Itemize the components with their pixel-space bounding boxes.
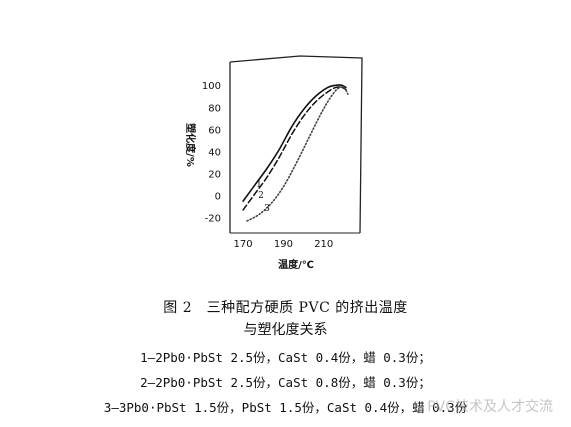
series-2-line [242, 86, 347, 211]
series-1-label: 1 [256, 180, 262, 190]
y-tick-label: 20 [208, 170, 221, 181]
data-series: 123 [242, 84, 349, 222]
figure-caption-title: 图 2 三种配方硬质 PVC 的挤出温度 [163, 300, 408, 316]
series-2-label: 2 [258, 191, 264, 201]
y-axis-label: 塑化度/% [184, 123, 197, 167]
y-tick-label: 80 [208, 103, 221, 114]
y-tick-label: 40 [208, 147, 221, 158]
y-tick-labels: 100 80 60 40 20 0 -20 [202, 81, 221, 224]
watermark-text: PVC技术及人才交流 [427, 399, 553, 415]
y-tick-label: 0 [215, 192, 221, 203]
y-tick-label: -20 [205, 214, 221, 225]
legend-line-3: 3—3Pb0·PbSt 1.5份，PbSt 1.5份，CaSt 0.4份，蜡 0… [103, 400, 468, 415]
legend-line-1: 1—2Pb0·PbSt 2.5份，CaSt 0.4份，蜡 0.3份； [140, 350, 431, 365]
legend-line-2: 2—2Pb0·PbSt 2.5份，CaSt 0.8份，蜡 0.3份； [140, 375, 431, 390]
plot-frame [229, 55, 363, 234]
chart: 100 80 60 40 20 0 -20 170 190 210 123 塑化度/% 温度/℃ [184, 55, 363, 271]
x-axis-label: 温度/℃ [278, 258, 314, 271]
series-3-label: 3 [264, 204, 270, 214]
x-tick-label: 170 [234, 239, 253, 250]
plot-area [229, 55, 363, 234]
x-tick-label: 190 [274, 239, 293, 250]
series-3-line [246, 86, 349, 222]
x-tick-labels: 170 190 210 [234, 239, 334, 250]
series-1-line [242, 84, 347, 202]
x-tick-label: 210 [314, 239, 333, 250]
y-tick-label: 100 [202, 81, 221, 92]
figure-caption-subtitle: 与塑化度关系 [243, 322, 328, 338]
y-tick-label: 60 [208, 125, 221, 136]
